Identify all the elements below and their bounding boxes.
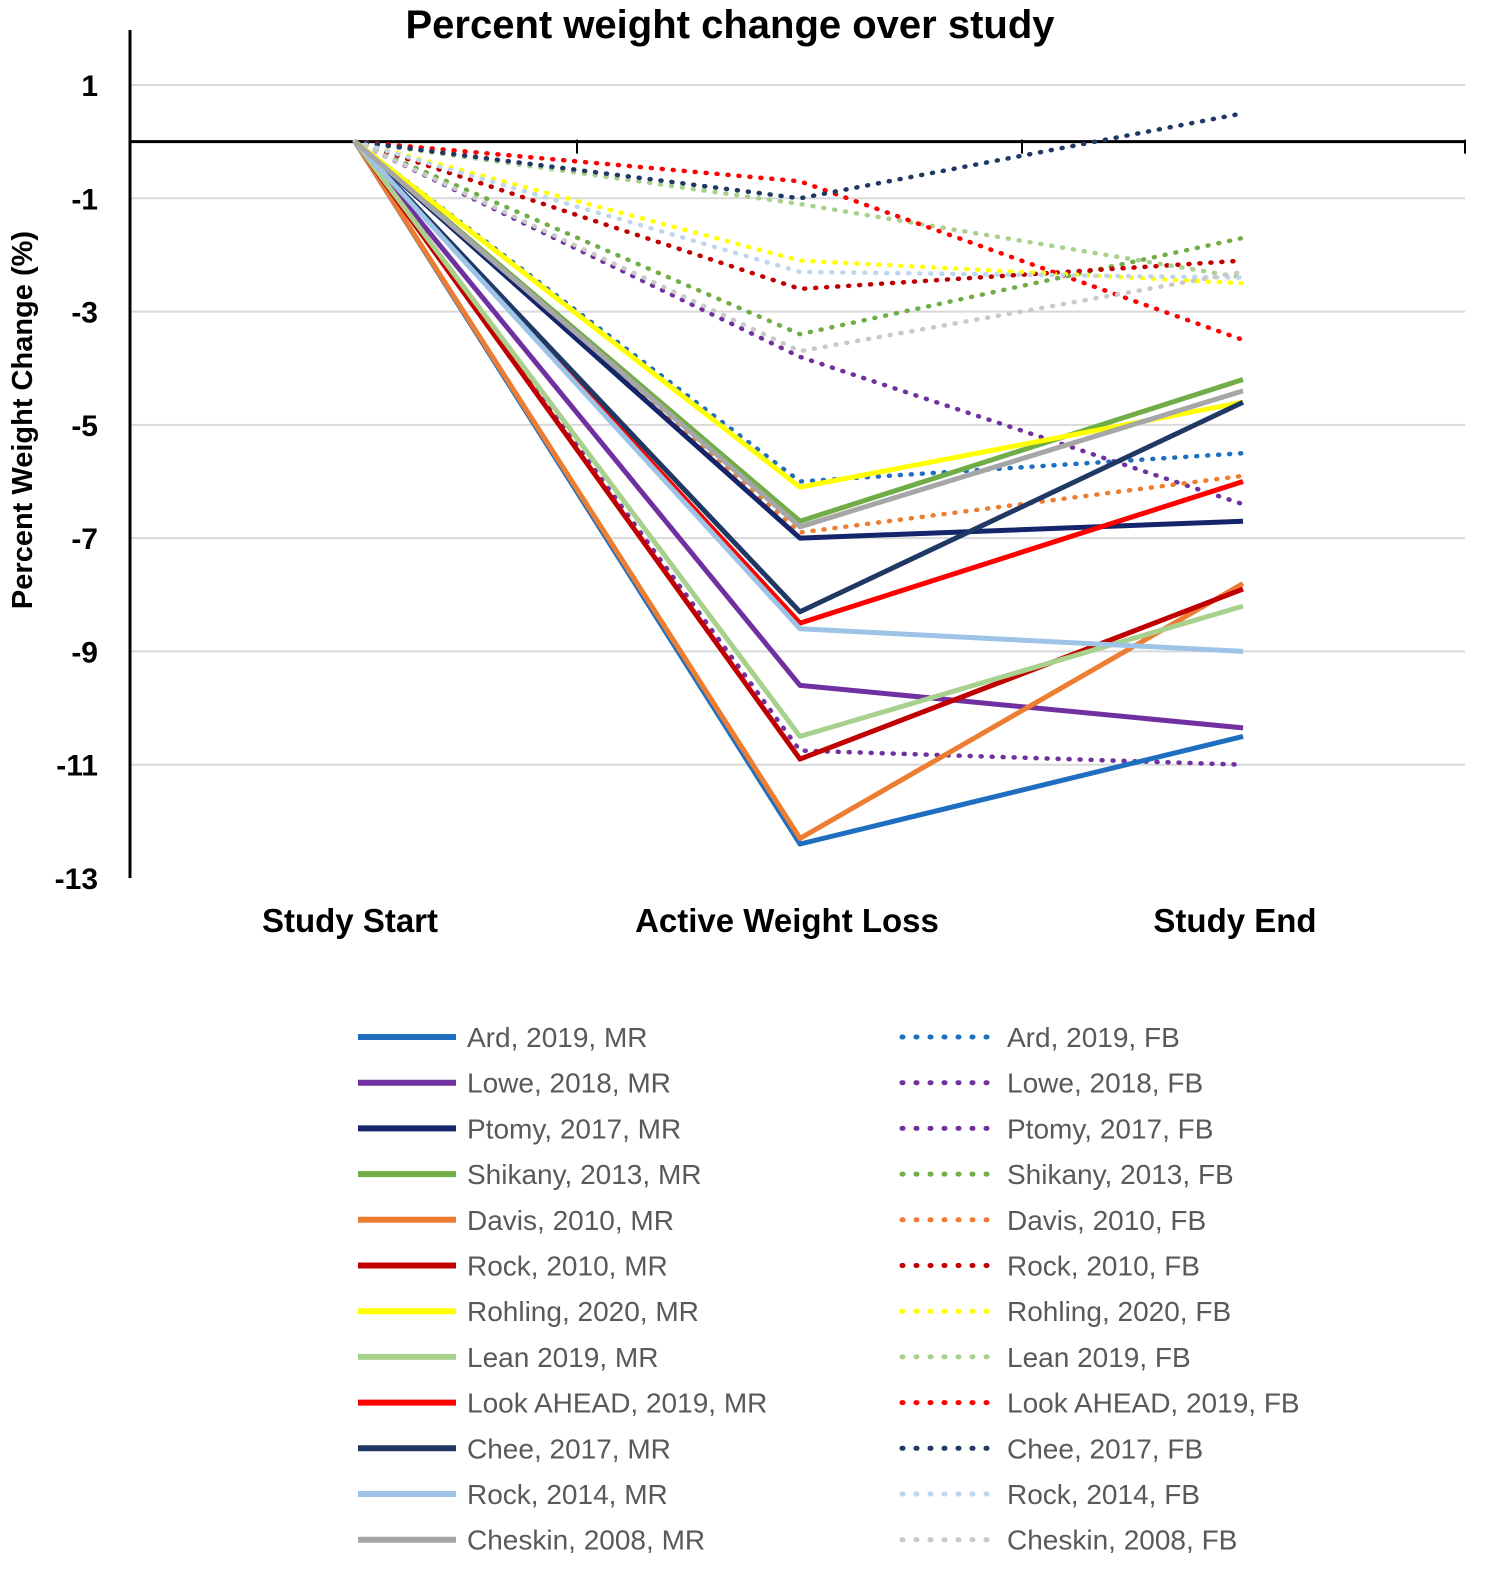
legend-label: Lowe, 2018, MR: [467, 1068, 671, 1099]
series-lines: [352, 111, 1246, 847]
x-category-label: Study End: [1153, 902, 1316, 939]
series-line: [352, 140, 1244, 762]
legend-label: Chee, 2017, MR: [467, 1433, 671, 1464]
legend-label: Rock, 2010, MR: [467, 1251, 668, 1282]
axes: [128, 30, 1466, 878]
series-line: [352, 139, 1246, 337]
legend: Ard, 2019, MR Lowe, 2018, MR Ptomy, 2017, …: [358, 1022, 1300, 1556]
series-line: [353, 139, 1244, 541]
series-line: [353, 139, 1244, 626]
series-line: [352, 139, 1246, 286]
y-tick-label: -5: [71, 410, 98, 443]
legend-label: Shikany, 2013, FB: [1007, 1159, 1234, 1190]
legend-label: Chee, 2017, FB: [1007, 1433, 1203, 1464]
legend-label: Look AHEAD, 2019, FB: [1007, 1388, 1300, 1419]
legend-label: Ard, 2019, MR: [467, 1022, 648, 1053]
legend-label: Lean 2019, MR: [467, 1342, 658, 1373]
legend-label: Lowe, 2018, FB: [1007, 1068, 1203, 1099]
legend-label: Davis, 2010, MR: [467, 1205, 674, 1236]
legend-label: Cheskin, 2008, FB: [1007, 1525, 1237, 1556]
y-tick-label: -7: [71, 523, 98, 556]
y-tick-label: -9: [71, 636, 98, 669]
legend-label: Ptomy, 2017, FB: [1007, 1113, 1213, 1144]
y-tick-label: -3: [71, 297, 98, 330]
series-line: [352, 139, 1246, 280]
legend-label: Look AHEAD, 2019, MR: [467, 1388, 767, 1419]
chart-title: Percent weight change over study: [405, 3, 1055, 47]
series-line: [353, 139, 1244, 530]
y-tick-label: -1: [71, 183, 98, 216]
y-tick-label: -13: [55, 863, 98, 896]
y-axis-label: Percent Weight Change (%): [7, 231, 39, 609]
series-line: [352, 111, 1246, 201]
legend-label: Ard, 2019, FB: [1007, 1022, 1180, 1053]
gridlines: [130, 84, 1465, 766]
legend-label: Rock, 2014, MR: [467, 1479, 668, 1510]
series-line: [352, 140, 1244, 739]
y-tick-labels: 1 -1 -3 -5 -7 -9 -11 -13: [55, 70, 98, 896]
series-line: [352, 139, 1246, 767]
legend-label: Rock, 2014, FB: [1007, 1479, 1200, 1510]
x-category-labels: Study Start Active Weight Loss Study End: [262, 902, 1317, 939]
series-line: [353, 139, 1245, 615]
legend-label: Shikany, 2013, MR: [467, 1159, 702, 1190]
legend-label: Lean 2019, FB: [1007, 1342, 1191, 1373]
series-line: [352, 139, 1246, 280]
series-line: [353, 139, 1244, 490]
series-line: [352, 140, 1245, 841]
legend-label: Rohling, 2020, MR: [467, 1296, 699, 1327]
x-category-label: Study Start: [262, 902, 438, 939]
legend-label: Rohling, 2020, FB: [1007, 1296, 1231, 1327]
series-line: [352, 139, 1246, 343]
series-line: [353, 140, 1244, 731]
series-line: [352, 139, 1246, 292]
legend-label: Ptomy, 2017, MR: [467, 1113, 681, 1144]
legend-label: Cheskin, 2008, MR: [467, 1525, 705, 1556]
y-tick-label: -11: [56, 750, 98, 783]
legend-label: Davis, 2010, FB: [1007, 1205, 1206, 1236]
x-category-label: Active Weight Loss: [635, 902, 939, 939]
legend-label: Rock, 2010, FB: [1007, 1251, 1200, 1282]
series-line: [352, 139, 1246, 354]
y-tick-label: 1: [81, 70, 98, 103]
series-line: [353, 139, 1244, 654]
